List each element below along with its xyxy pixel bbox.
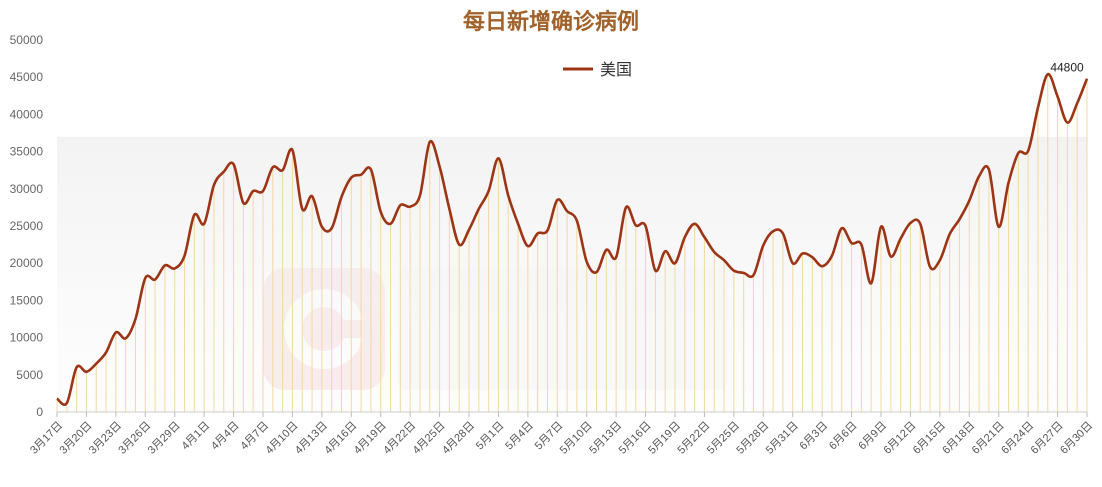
data-labels: 44800 (1050, 61, 1084, 75)
x-tick-label: 3月29日 (146, 420, 183, 457)
x-tick-label: 5月1日 (474, 420, 507, 453)
series-line-us[interactable] (56, 72, 1089, 406)
y-tick-label: 45000 (10, 70, 44, 84)
y-tick-label: 10000 (10, 331, 44, 345)
y-tick-label: 5000 (16, 368, 43, 382)
y-tick-label: 25000 (10, 219, 44, 233)
y-tick-label: 30000 (10, 182, 44, 196)
y-tick-label: 40000 (10, 107, 44, 121)
legend-label: 美国 (600, 60, 632, 79)
x-tick-label: 6月30日 (1058, 420, 1095, 457)
plot-band (57, 136, 1087, 412)
area-fill (57, 136, 1087, 412)
legend[interactable]: 美国 (563, 60, 632, 79)
chart-title: 每日新增确诊病例 (463, 9, 639, 35)
y-tick-label: 20000 (10, 256, 44, 270)
x-tick-label: 4月28日 (440, 420, 477, 457)
x-tick-label: 5月4日 (503, 420, 536, 453)
y-tick-label: 15000 (10, 293, 44, 307)
x-tick-label: 4月4日 (209, 420, 242, 453)
drop-lines (56, 74, 1088, 412)
series-line-layer (56, 72, 1089, 406)
x-axis: 3月17日3月20日3月23日3月26日3月29日4月1日4月4日4月7日4月1… (28, 411, 1095, 457)
x-tick-label: 5月31日 (764, 420, 801, 457)
x-tick-label: 6月3日 (798, 420, 831, 453)
last-value-label: 44800 (1050, 61, 1084, 75)
y-tick-label: 0 (36, 405, 43, 419)
x-tick-label: 4月1日 (180, 420, 213, 453)
x-tick-label: 6月6日 (827, 420, 860, 453)
y-axis: 0 5000 10000 15000 20000 25000 30000 35000 40000… (10, 33, 44, 419)
y-tick-label: 35000 (10, 145, 44, 159)
y-tick-label: 50000 (10, 33, 44, 47)
